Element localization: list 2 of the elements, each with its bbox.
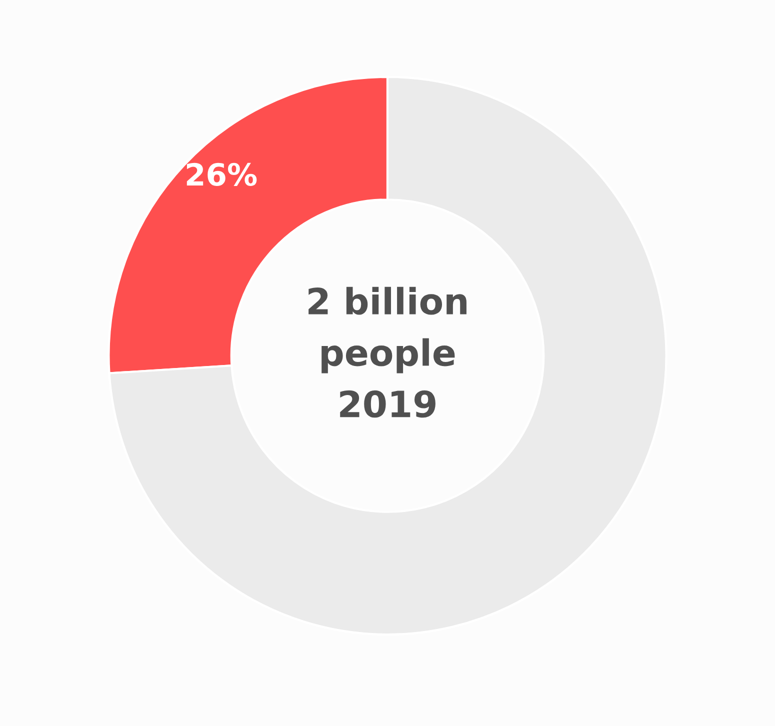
- data-label: 26%: [186, 162, 257, 186]
- text: 2 billion people 2019: [308, 286, 466, 418]
